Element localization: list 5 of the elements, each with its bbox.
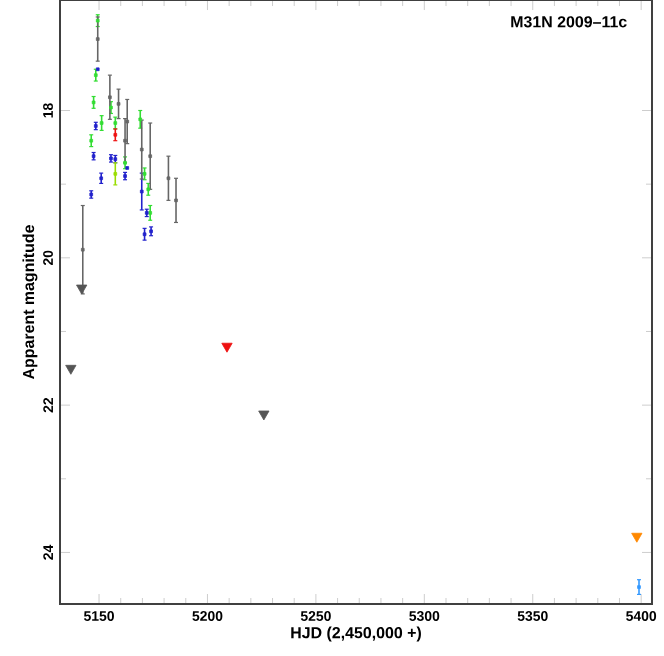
- point: [76, 284, 88, 295]
- point: [221, 342, 233, 353]
- point: [65, 364, 77, 375]
- point: [631, 532, 643, 543]
- point: [258, 410, 270, 421]
